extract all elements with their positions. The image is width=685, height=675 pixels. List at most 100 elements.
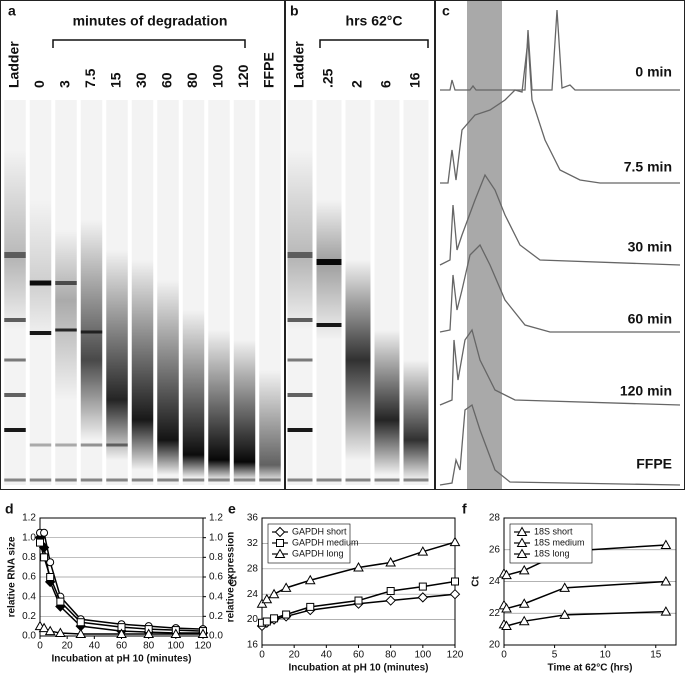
lane-label: FFPE <box>261 52 277 88</box>
marker <box>501 569 512 580</box>
gel-band <box>4 428 26 432</box>
marker <box>170 628 182 639</box>
x-tick-label: 15 <box>650 650 662 661</box>
y-tick-label: 24 <box>489 576 501 587</box>
gel-band <box>55 281 77 285</box>
gel-band <box>403 478 429 482</box>
gel-smear <box>131 420 154 470</box>
gel-smear <box>4 150 26 260</box>
gel-smear <box>374 330 400 420</box>
shaded-region <box>467 1 502 489</box>
y-tick-label: 1.0 <box>22 532 36 543</box>
gel-band <box>4 358 26 362</box>
marker <box>274 526 286 538</box>
marker <box>451 577 459 586</box>
marker <box>56 597 65 606</box>
marker <box>38 622 50 633</box>
trace-label: 60 min <box>628 311 672 327</box>
gel-band <box>208 478 230 482</box>
x-tick-label: 10 <box>600 650 612 661</box>
trace-label: 30 min <box>628 239 672 255</box>
gel-band <box>259 478 281 482</box>
gel-band <box>29 478 52 482</box>
panel-letter: b <box>290 3 299 19</box>
bracket <box>319 39 429 48</box>
marker <box>143 628 155 639</box>
y-axis-label: Ct <box>229 576 240 587</box>
y2-tick-label: 0.6 <box>209 572 223 583</box>
gel-smear <box>182 455 205 478</box>
x-tick-label: 0 <box>501 650 507 661</box>
gel-smear <box>259 370 281 465</box>
gel-band <box>29 331 52 335</box>
lane-label: 80 <box>184 72 200 88</box>
gel-smear <box>4 260 26 330</box>
series-line <box>40 532 204 630</box>
gel-smear <box>233 462 256 480</box>
gel-band <box>29 280 52 286</box>
marker <box>518 564 530 575</box>
marker <box>385 595 396 606</box>
y2-tick-label: 0.8 <box>209 552 223 563</box>
lane-label: 2 <box>349 80 365 88</box>
marker <box>304 574 316 585</box>
y-tick-label: 24 <box>247 589 259 600</box>
y-tick-label: 32 <box>247 538 259 549</box>
gel-band <box>131 478 154 482</box>
trace <box>440 39 680 184</box>
panel-letter: c <box>442 3 450 19</box>
gel-band <box>4 318 26 322</box>
gel-band <box>157 478 179 482</box>
legend-label: GAPDH medium <box>292 537 359 547</box>
panel-letter: d <box>5 501 14 517</box>
marker <box>44 625 56 636</box>
gel-band <box>287 252 313 258</box>
bracket <box>52 39 246 48</box>
gel-smear <box>233 340 256 462</box>
x-tick-label: 120 <box>447 650 464 661</box>
trace <box>439 243 680 333</box>
gel-header: minutes of degradation <box>73 13 228 29</box>
x-tick-label: 0 <box>37 641 43 652</box>
marker <box>75 628 87 639</box>
marker <box>36 538 44 547</box>
marker <box>559 582 571 592</box>
y2-tick-label: 0.4 <box>209 591 223 602</box>
panel-frame <box>285 0 435 490</box>
marker <box>449 536 461 547</box>
gel-band <box>316 478 342 482</box>
trace-label: FFPE <box>636 456 672 472</box>
gel-band <box>4 393 26 397</box>
gel-band <box>4 478 26 482</box>
x-tick-label: 60 <box>116 641 128 652</box>
marker <box>270 614 279 623</box>
y2-tick-label: 1.2 <box>209 513 223 524</box>
gel-band <box>4 252 26 258</box>
panel-letter: a <box>8 3 16 19</box>
marker <box>501 602 512 613</box>
x-tick-label: 20 <box>62 641 74 652</box>
lane-label: 15 <box>108 72 124 88</box>
x-tick-label: 80 <box>385 650 397 661</box>
marker <box>660 575 672 586</box>
y-tick-label: 0.2 <box>22 611 36 622</box>
gel-smear <box>374 420 400 475</box>
x-tick-label: 5 <box>552 650 558 661</box>
gel-smear <box>55 230 77 300</box>
marker <box>386 587 395 596</box>
x-tick-label: 40 <box>89 641 101 652</box>
y2-tick-label: 0.0 <box>209 631 223 642</box>
gel-smear <box>316 200 342 262</box>
x-tick-label: 120 <box>195 641 212 652</box>
y-tick-label: 0.6 <box>22 572 36 583</box>
gel-band <box>80 478 103 482</box>
panel-frame <box>0 0 285 490</box>
series-line <box>503 580 666 610</box>
marker <box>516 548 528 558</box>
gel-smear <box>29 283 52 340</box>
gel-smear <box>208 460 230 480</box>
x-axis-label: Incubation at pH 10 (minutes) <box>51 654 191 665</box>
marker <box>46 558 55 567</box>
gel-smear <box>403 360 429 440</box>
legend-label: 18S short <box>534 526 573 536</box>
